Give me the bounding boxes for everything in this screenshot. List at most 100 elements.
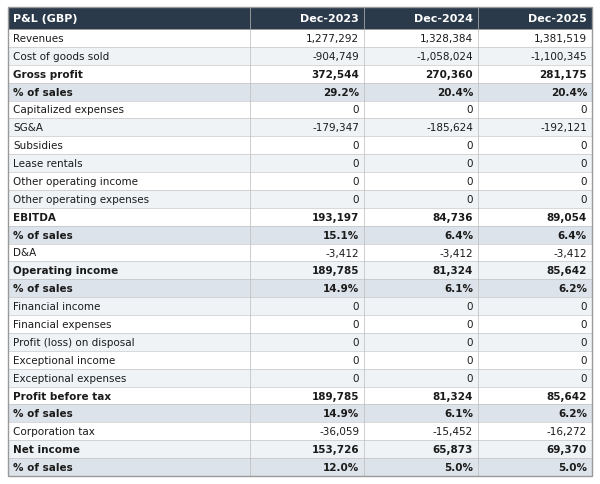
Text: 5.0%: 5.0% xyxy=(444,462,473,472)
Text: -904,749: -904,749 xyxy=(313,52,359,61)
Text: 0: 0 xyxy=(581,141,587,151)
Text: Cost of goods sold: Cost of goods sold xyxy=(13,52,109,61)
Text: 0: 0 xyxy=(581,105,587,115)
Bar xyxy=(8,369,592,387)
Text: 6.4%: 6.4% xyxy=(444,230,473,240)
Text: 1,381,519: 1,381,519 xyxy=(534,34,587,44)
Text: 0: 0 xyxy=(353,355,359,365)
Text: -1,058,024: -1,058,024 xyxy=(416,52,473,61)
Bar xyxy=(8,137,592,155)
Text: Net income: Net income xyxy=(13,444,80,454)
Bar xyxy=(8,191,592,209)
Text: 81,324: 81,324 xyxy=(433,391,473,401)
Text: 0: 0 xyxy=(467,195,473,204)
Text: % of sales: % of sales xyxy=(13,88,73,97)
Text: Operating income: Operating income xyxy=(13,266,118,276)
Text: % of sales: % of sales xyxy=(13,230,73,240)
Text: Other operating income: Other operating income xyxy=(13,177,138,187)
Text: 5.0%: 5.0% xyxy=(558,462,587,472)
Text: 0: 0 xyxy=(353,302,359,312)
Text: 0: 0 xyxy=(353,105,359,115)
Text: Dec-2025: Dec-2025 xyxy=(528,14,587,24)
Bar xyxy=(8,226,592,244)
Bar xyxy=(8,173,592,191)
Text: EBITDA: EBITDA xyxy=(13,212,56,222)
Bar xyxy=(8,83,592,101)
Text: Profit (loss) on disposal: Profit (loss) on disposal xyxy=(13,337,134,347)
Text: 270,360: 270,360 xyxy=(425,70,473,79)
Text: Lease rentals: Lease rentals xyxy=(13,159,83,169)
Text: 1,277,292: 1,277,292 xyxy=(306,34,359,44)
Bar xyxy=(8,405,592,423)
Text: Financial expenses: Financial expenses xyxy=(13,319,112,329)
Text: -3,412: -3,412 xyxy=(553,248,587,258)
Text: 0: 0 xyxy=(581,195,587,204)
Text: Other operating expenses: Other operating expenses xyxy=(13,195,149,204)
Text: 0: 0 xyxy=(353,373,359,383)
Bar xyxy=(8,280,592,298)
Text: 81,324: 81,324 xyxy=(433,266,473,276)
Text: 65,873: 65,873 xyxy=(433,444,473,454)
Text: 1,328,384: 1,328,384 xyxy=(420,34,473,44)
Bar xyxy=(8,262,592,280)
Text: 0: 0 xyxy=(581,337,587,347)
Text: -15,452: -15,452 xyxy=(433,426,473,437)
Text: 0: 0 xyxy=(467,355,473,365)
Text: 0: 0 xyxy=(581,355,587,365)
Text: Financial income: Financial income xyxy=(13,302,100,312)
Text: 0: 0 xyxy=(581,177,587,187)
Text: 0: 0 xyxy=(467,177,473,187)
Text: 89,054: 89,054 xyxy=(547,212,587,222)
Text: Exceptional expenses: Exceptional expenses xyxy=(13,373,127,383)
Text: 0: 0 xyxy=(581,302,587,312)
Text: % of sales: % of sales xyxy=(13,408,73,419)
Bar xyxy=(8,8,592,30)
Bar xyxy=(8,333,592,351)
Text: 281,175: 281,175 xyxy=(539,70,587,79)
Text: 0: 0 xyxy=(353,141,359,151)
Text: 29.2%: 29.2% xyxy=(323,88,359,97)
Text: 0: 0 xyxy=(467,319,473,329)
Text: 6.2%: 6.2% xyxy=(558,408,587,419)
Text: 6.1%: 6.1% xyxy=(444,284,473,294)
Text: 84,736: 84,736 xyxy=(433,212,473,222)
Text: 0: 0 xyxy=(353,177,359,187)
Text: D&A: D&A xyxy=(13,248,36,258)
Text: 69,370: 69,370 xyxy=(547,444,587,454)
Text: 85,642: 85,642 xyxy=(547,266,587,276)
Bar xyxy=(8,387,592,405)
Bar xyxy=(8,440,592,458)
Bar xyxy=(8,66,592,83)
Text: 0: 0 xyxy=(467,337,473,347)
Text: Dec-2023: Dec-2023 xyxy=(301,14,359,24)
Text: -3,412: -3,412 xyxy=(326,248,359,258)
Text: 0: 0 xyxy=(467,141,473,151)
Text: 0: 0 xyxy=(581,319,587,329)
Text: Corporation tax: Corporation tax xyxy=(13,426,95,437)
Text: 6.2%: 6.2% xyxy=(558,284,587,294)
Text: -185,624: -185,624 xyxy=(426,123,473,133)
Bar xyxy=(8,423,592,440)
Text: 189,785: 189,785 xyxy=(312,266,359,276)
Text: -3,412: -3,412 xyxy=(439,248,473,258)
Bar xyxy=(8,298,592,316)
Text: 12.0%: 12.0% xyxy=(323,462,359,472)
Text: 189,785: 189,785 xyxy=(312,391,359,401)
Text: SG&A: SG&A xyxy=(13,123,43,133)
Text: 0: 0 xyxy=(467,105,473,115)
Text: 0: 0 xyxy=(467,373,473,383)
Text: 0: 0 xyxy=(581,159,587,169)
Text: 372,544: 372,544 xyxy=(311,70,359,79)
Text: 193,197: 193,197 xyxy=(312,212,359,222)
Text: 0: 0 xyxy=(467,302,473,312)
Text: 14.9%: 14.9% xyxy=(323,408,359,419)
Text: 6.1%: 6.1% xyxy=(444,408,473,419)
Text: -192,121: -192,121 xyxy=(540,123,587,133)
Text: 0: 0 xyxy=(353,319,359,329)
Bar xyxy=(8,119,592,137)
Text: % of sales: % of sales xyxy=(13,462,73,472)
Bar xyxy=(8,458,592,476)
Text: Subsidies: Subsidies xyxy=(13,141,63,151)
Bar xyxy=(8,244,592,262)
Text: Capitalized expenses: Capitalized expenses xyxy=(13,105,124,115)
